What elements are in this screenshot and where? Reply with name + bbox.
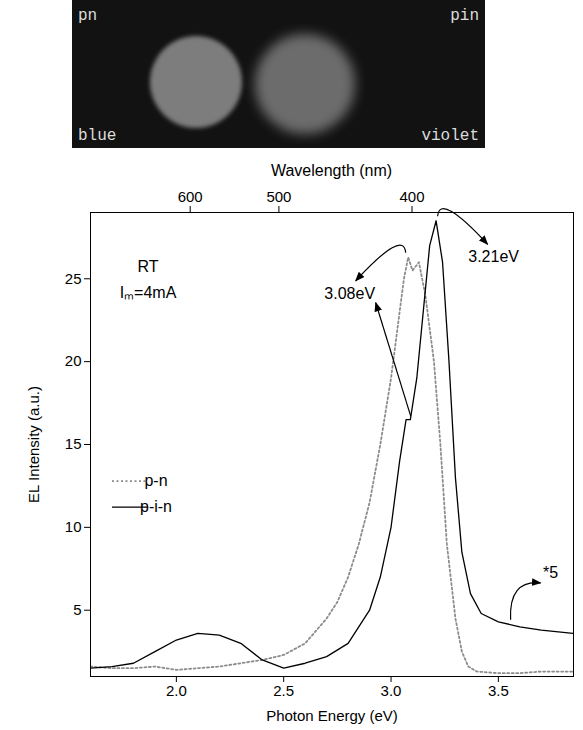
svg-text:p-i-n: p-i-n <box>140 498 172 515</box>
svg-text:p-n: p-n <box>144 472 167 489</box>
svg-text:3.08eV: 3.08eV <box>324 285 375 302</box>
svg-text:3.5: 3.5 <box>488 682 509 699</box>
svg-text:Iₘ=4mA: Iₘ=4mA <box>120 284 177 301</box>
svg-text:pin: pin <box>450 7 479 25</box>
svg-text:violet: violet <box>421 127 479 145</box>
svg-text:25: 25 <box>65 270 82 287</box>
svg-text:blue: blue <box>78 127 116 145</box>
svg-text:Photon Energy (eV): Photon Energy (eV) <box>266 707 398 724</box>
svg-text:Wavelength (nm): Wavelength (nm) <box>271 162 392 179</box>
svg-text:15: 15 <box>65 435 82 452</box>
svg-text:*5: *5 <box>543 564 558 581</box>
svg-text:400: 400 <box>399 188 424 205</box>
svg-text:5: 5 <box>73 601 81 618</box>
svg-text:10: 10 <box>65 518 82 535</box>
svg-text:500: 500 <box>266 188 291 205</box>
svg-text:600: 600 <box>178 188 203 205</box>
svg-text:EL Intensity (a.u.): EL Intensity (a.u.) <box>25 386 42 503</box>
svg-text:2.0: 2.0 <box>166 682 187 699</box>
svg-text:pn: pn <box>78 7 97 25</box>
svg-text:RT: RT <box>137 258 158 275</box>
svg-text:3.0: 3.0 <box>381 682 402 699</box>
svg-text:3.21eV: 3.21eV <box>468 248 519 265</box>
svg-text:2.5: 2.5 <box>273 682 294 699</box>
svg-text:20: 20 <box>65 352 82 369</box>
